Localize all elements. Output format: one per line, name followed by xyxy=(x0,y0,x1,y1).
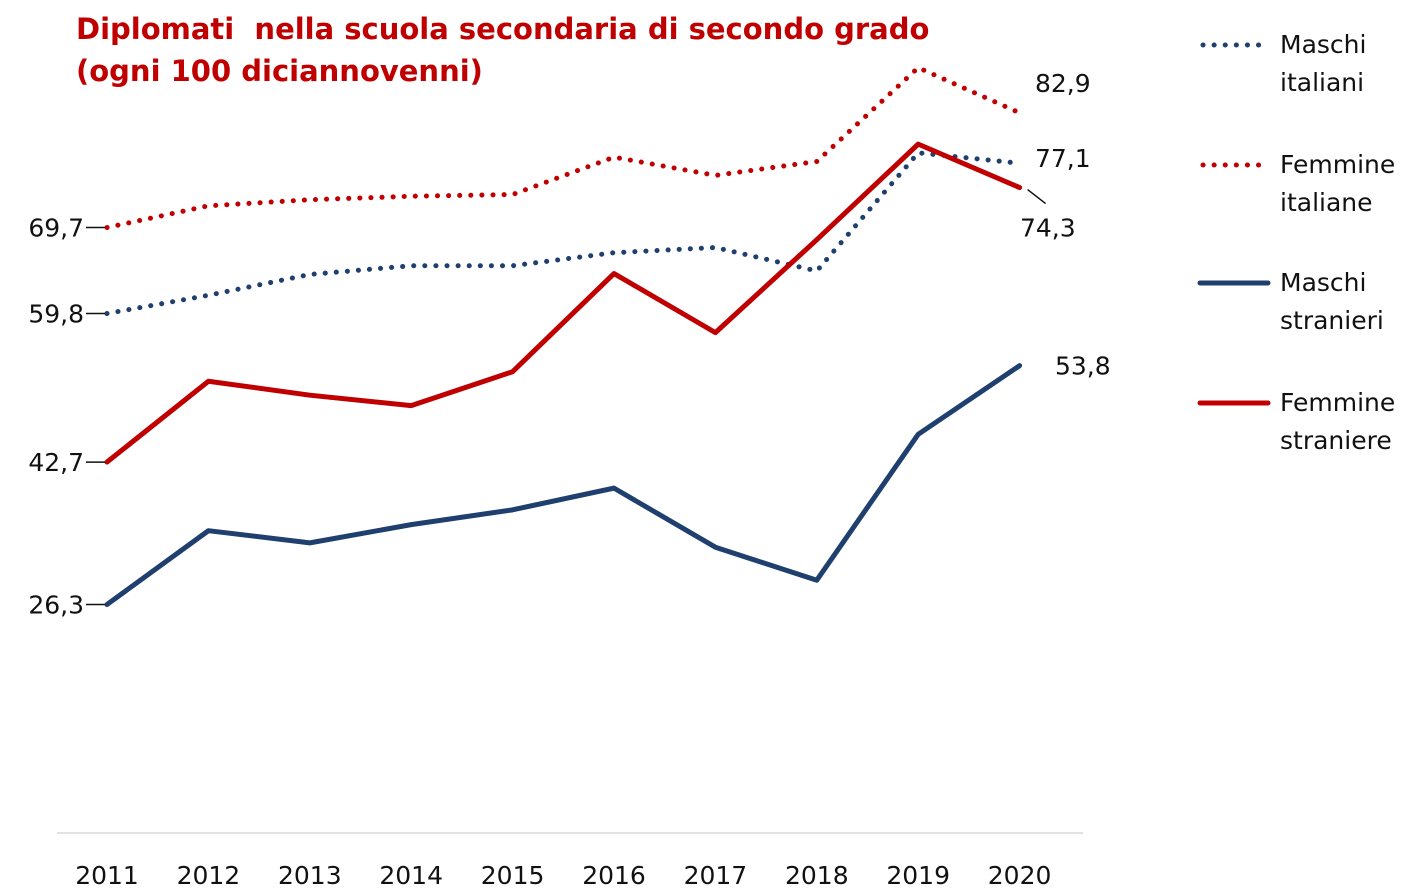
x-tick-label: 2014 xyxy=(379,861,443,889)
legend-label: Femmine straniere xyxy=(1280,388,1396,455)
x-tick-label: 2019 xyxy=(886,861,950,889)
legend-label: Femmine italiane xyxy=(1280,150,1396,217)
chart-title: Diplomati nella scuola secondaria di sec… xyxy=(76,12,930,88)
data-label: 42,7 xyxy=(28,448,84,477)
data-label: 77,1 xyxy=(1035,144,1091,173)
x-tick-label: 2016 xyxy=(582,861,646,889)
legend-label: Maschi italiani xyxy=(1280,30,1367,97)
x-tick-label: 2011 xyxy=(75,861,139,889)
data-label: 53,8 xyxy=(1055,352,1111,381)
data-label: 74,3 xyxy=(1020,214,1076,243)
legend-label: Maschi stranieri xyxy=(1280,268,1384,335)
x-tick-label: 2013 xyxy=(278,861,342,889)
series-line xyxy=(104,150,1023,317)
data-label: 26,3 xyxy=(28,591,84,620)
series-line xyxy=(104,141,1023,465)
x-tick-label: 2015 xyxy=(481,861,545,889)
data-label: 59,8 xyxy=(28,300,84,329)
x-tick-label: 2018 xyxy=(785,861,849,889)
x-tick-label: 2012 xyxy=(177,861,241,889)
series-line xyxy=(104,363,1023,608)
data-label: 69,7 xyxy=(28,214,84,243)
x-tick-label: 2017 xyxy=(684,861,748,889)
leader-line xyxy=(1027,188,1047,205)
x-tick-label: 2020 xyxy=(988,861,1052,889)
data-label: 82,9 xyxy=(1035,69,1091,98)
series-line xyxy=(104,65,1023,231)
